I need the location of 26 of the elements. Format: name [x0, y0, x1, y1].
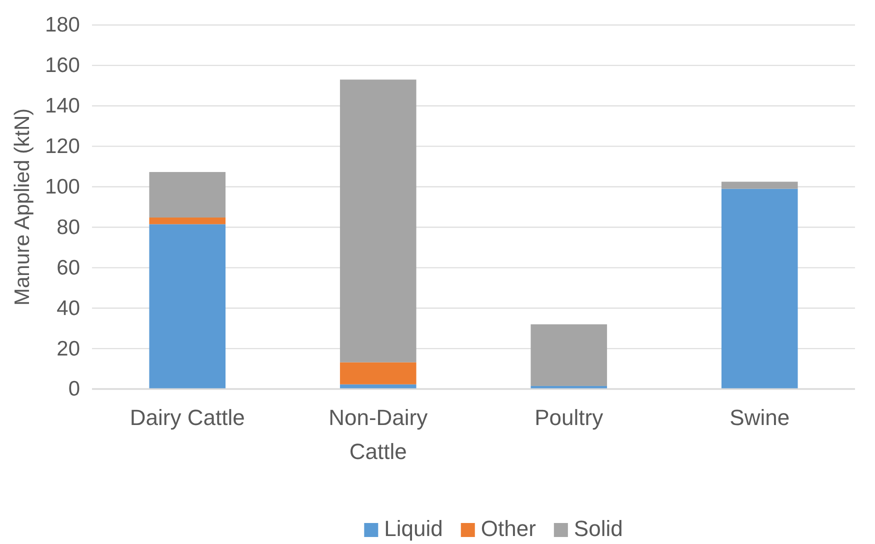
bar — [149, 172, 226, 218]
x-tick-label: Poultry — [534, 405, 604, 430]
bar — [721, 182, 798, 189]
bar — [721, 188, 798, 389]
y-tick-label: 160 — [44, 54, 80, 78]
x-tick-label: Non-Dairy Cattle — [328, 405, 428, 464]
y-tick-label: 120 — [44, 135, 80, 158]
legend-label: Solid — [574, 516, 623, 541]
y-tick-label: 0 — [68, 378, 80, 401]
y-tick-label: 100 — [44, 176, 80, 198]
legend-label: Liquid — [384, 516, 443, 541]
x-tick-label: Swine — [730, 405, 790, 430]
y-tick-label: 40 — [56, 296, 80, 320]
y-axis-title: Manure Applied (ktN) — [11, 108, 34, 306]
legend-label: Other — [480, 516, 536, 541]
bar — [340, 362, 416, 384]
y-tick-label: 80 — [56, 216, 80, 239]
y-tick-label: 60 — [56, 256, 80, 280]
y-tick-label: 20 — [56, 337, 80, 360]
y-tick-label: 180 — [44, 14, 80, 37]
x-tick-label: Dairy Cattle — [130, 405, 245, 430]
bar — [340, 80, 416, 362]
bar — [149, 224, 226, 389]
bar — [530, 324, 608, 386]
y-tick-label: 140 — [44, 94, 80, 118]
bar — [149, 218, 226, 224]
